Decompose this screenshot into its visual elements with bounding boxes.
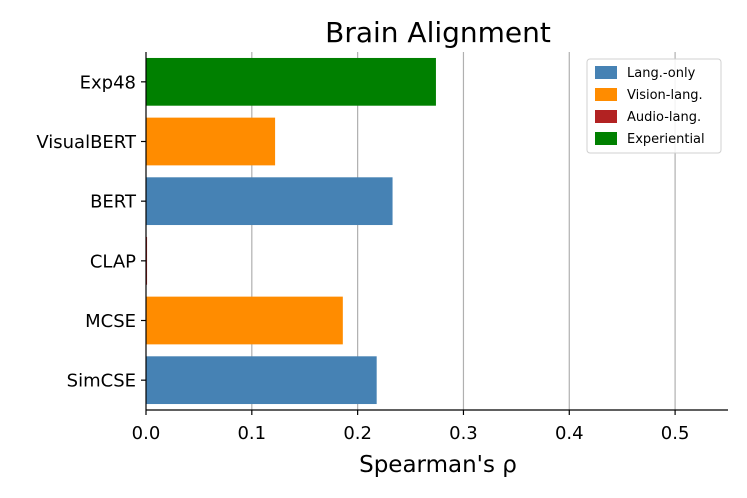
x-axis-label: Spearman's ρ [359,452,517,478]
legend-label: Audio-lang. [627,110,701,125]
legend-box [586,58,722,154]
bars [146,57,436,405]
legend-swatch [595,66,617,79]
y-tick-label: VisualBERT [36,132,137,153]
y-tick-label: MCSE [85,311,136,332]
x-tick-label: 0.4 [555,423,584,444]
legend-label: Lang.-only [627,66,696,81]
y-tick-label: Exp48 [80,72,136,93]
y-tick-label: BERT [90,192,137,213]
y-tick-label: CLAP [90,251,136,272]
x-tick-label: 0.5 [661,423,690,444]
axes [145,52,728,411]
y-tick-labels: Exp48 VisualBERT BERT CLAP MCSE SimCSE [36,72,146,392]
x-tick-labels: 0.0 0.1 0.2 0.3 0.4 0.5 [132,410,690,444]
legend-label: Experiential [627,132,705,147]
legend-swatch [595,132,617,145]
chart-title: Brain Alignment [325,16,551,49]
legend-swatch [595,110,617,123]
bar-mcse [146,296,343,345]
bar-visualbert [146,117,276,166]
bar-exp48 [146,57,436,106]
bar-bert [146,177,393,226]
legend-swatch [595,88,617,101]
bar-simcse [146,356,377,405]
x-tick-label: 0.2 [343,423,372,444]
x-tick-label: 0.1 [237,423,266,444]
x-tick-label: 0.0 [132,423,161,444]
x-tick-label: 0.3 [449,423,478,444]
legend: Lang.-only Vision-lang. Audio-lang. Experie… [586,58,722,154]
y-tick-label: SimCSE [67,371,136,392]
legend-label: Vision-lang. [627,88,703,103]
